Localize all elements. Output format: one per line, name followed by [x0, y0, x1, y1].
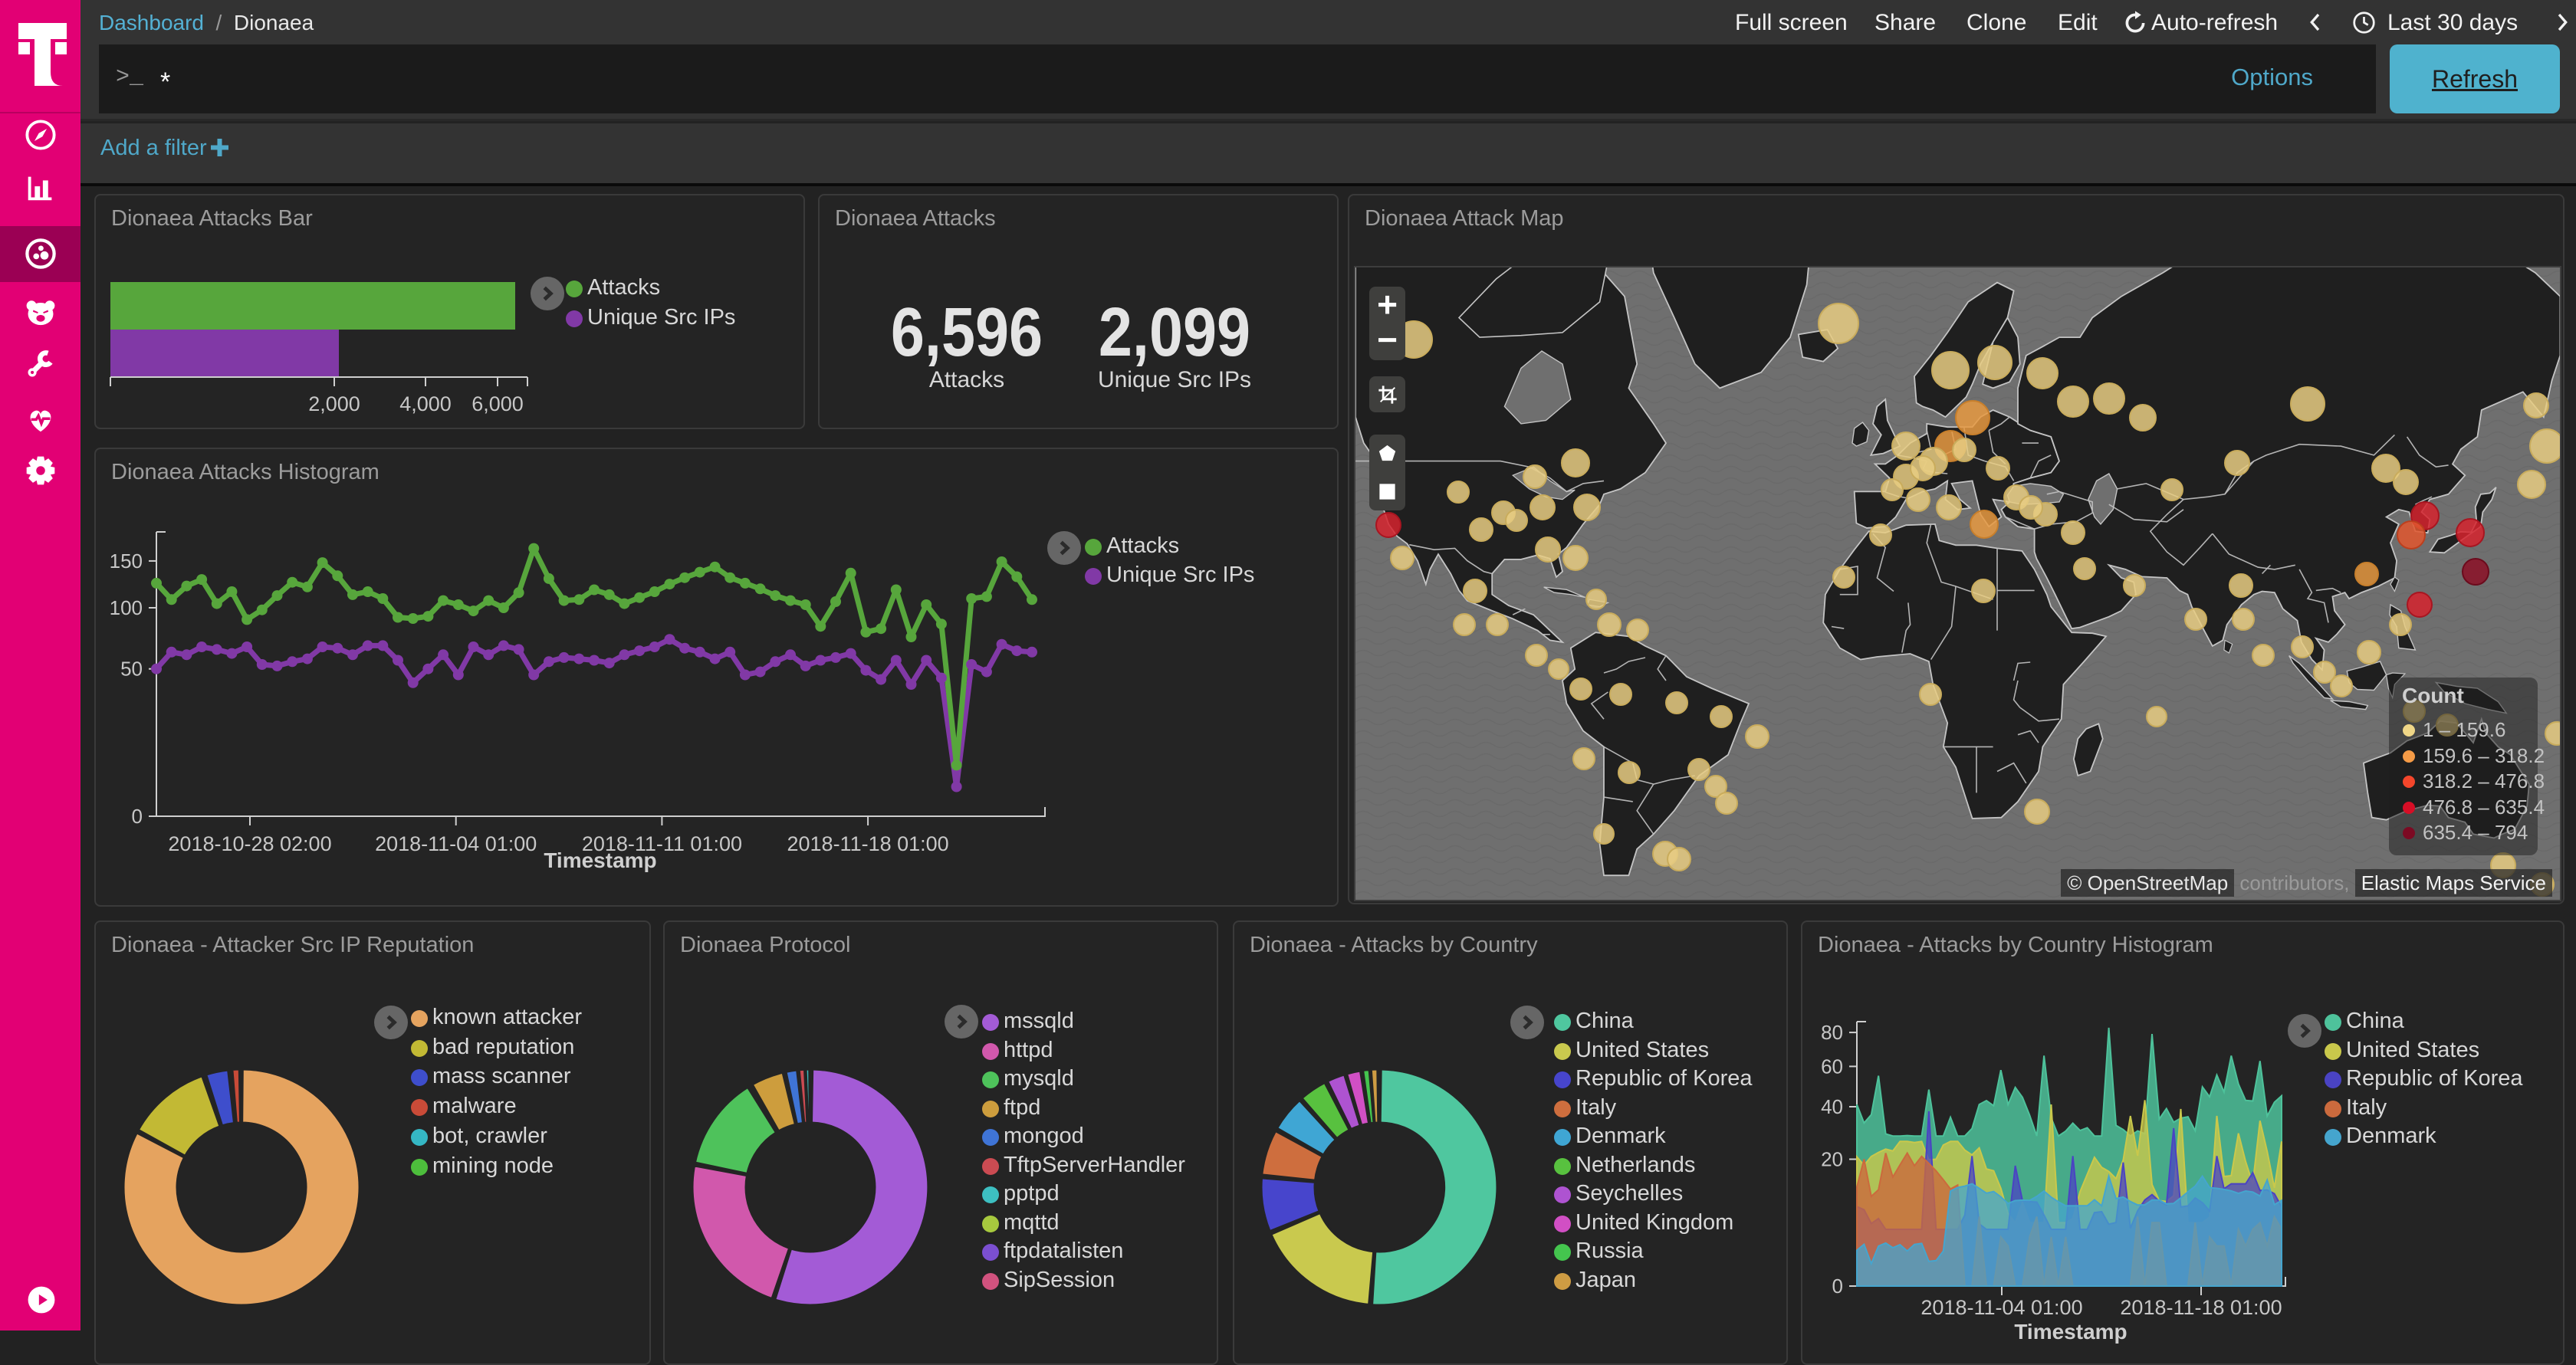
svg-text:60: 60	[1821, 1055, 1843, 1078]
svg-text:2018-11-18 01:00: 2018-11-18 01:00	[2120, 1296, 2282, 1319]
svg-text:Timestamp: Timestamp	[544, 848, 656, 872]
svg-text:4,000: 4,000	[399, 392, 452, 415]
svg-text:0: 0	[132, 805, 143, 828]
svg-text:6,000: 6,000	[472, 392, 524, 415]
svg-text:150: 150	[110, 550, 143, 573]
svg-text:2018-11-04 01:00: 2018-11-04 01:00	[1921, 1296, 2082, 1319]
svg-text:0: 0	[1832, 1275, 1843, 1298]
svg-text:80: 80	[1821, 1021, 1843, 1044]
svg-text:2,000: 2,000	[308, 392, 360, 415]
svg-text:50: 50	[120, 658, 143, 681]
svg-text:40: 40	[1821, 1095, 1843, 1118]
svg-text:100: 100	[110, 596, 143, 619]
svg-text:2018-10-28 02:00: 2018-10-28 02:00	[168, 832, 331, 855]
svg-text:Timestamp: Timestamp	[2014, 1320, 2127, 1344]
svg-text:2018-11-18 01:00: 2018-11-18 01:00	[787, 832, 949, 855]
svg-text:2018-11-11 01:00: 2018-11-11 01:00	[582, 832, 742, 855]
svg-text:2018-11-04 01:00: 2018-11-04 01:00	[375, 832, 537, 855]
svg-text:20: 20	[1821, 1148, 1843, 1171]
